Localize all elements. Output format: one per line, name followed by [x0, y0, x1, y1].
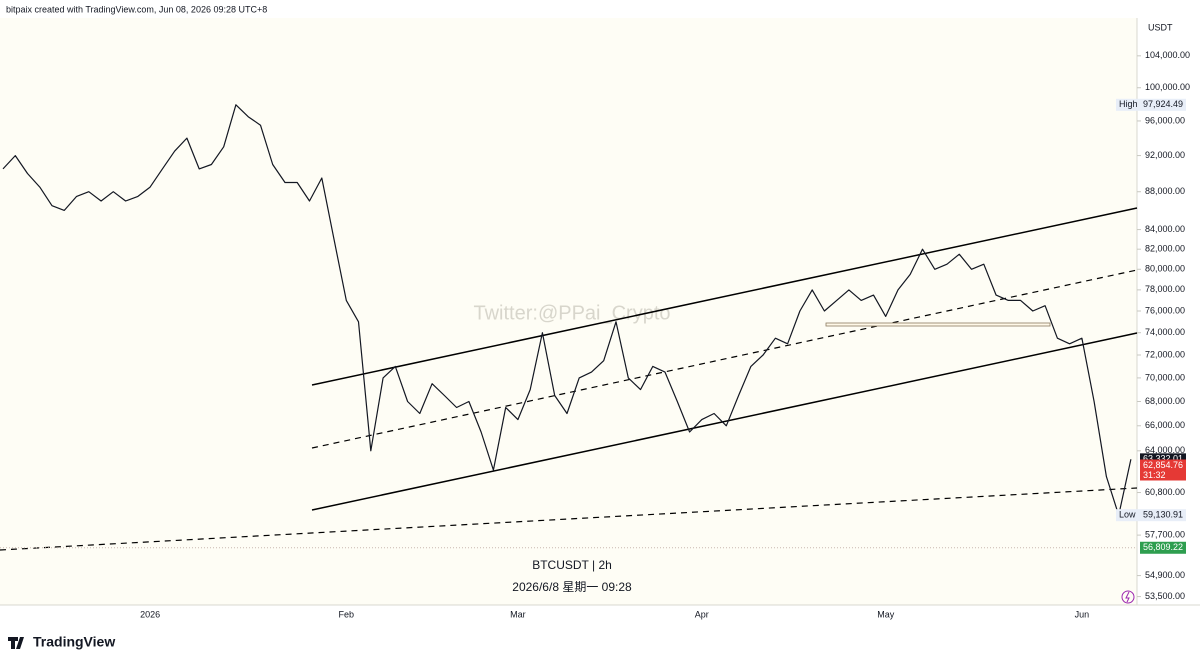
y-tick-label: 74,000.00 [1145, 327, 1185, 337]
header: bitpaix created with TradingView.com, Ju… [6, 4, 267, 14]
channel-mid [311, 269, 1138, 449]
countdown-badge [1140, 469, 1186, 481]
y-tick-label: 64,000.00 [1145, 445, 1185, 455]
marker-value: 59,130.91 [1143, 510, 1183, 520]
x-tick-label: Jun [1075, 609, 1090, 619]
currency: USDT [1148, 22, 1173, 32]
price-badge-label: 62,854.76 [1143, 460, 1183, 470]
brand-logo [8, 637, 24, 649]
channel-upper [311, 207, 1138, 386]
y-tick-label: 53,500.00 [1145, 591, 1185, 601]
marker-value: 97,924.49 [1143, 99, 1183, 109]
y-tick-label: 76,000.00 [1145, 305, 1185, 315]
x-tick-label: Mar [510, 609, 526, 619]
y-tick-label: 66,000.00 [1145, 420, 1185, 430]
y-tick-label: 68,000.00 [1145, 396, 1185, 406]
x-tick-label: Apr [695, 609, 709, 619]
price-badge-label: 56,809.22 [1143, 542, 1183, 552]
watermark: Twitter:@PPai_Crypto [473, 302, 670, 324]
legend-title: BTCUSDT | 2h [532, 558, 612, 572]
y-tick-label: 96,000.00 [1145, 115, 1185, 125]
y-tick-label: 82,000.00 [1145, 244, 1185, 254]
price-line [2, 104, 1132, 516]
plot-area [0, 18, 1137, 605]
zone [825, 322, 1051, 327]
alert-icon[interactable] [1121, 590, 1135, 604]
y-tick-label: 78,000.00 [1145, 284, 1185, 294]
x-tick-label: Feb [339, 609, 355, 619]
channel-lower [311, 332, 1138, 511]
support-line [0, 487, 1138, 551]
marker-name: Low [1119, 510, 1136, 520]
y-tick-label: 60,800.00 [1145, 487, 1185, 497]
marker-badge [1116, 98, 1186, 111]
y-tick-label: 80,000.00 [1145, 264, 1185, 274]
x-tick-label: 2026 [140, 609, 160, 619]
brand: TradingView [33, 634, 115, 650]
y-tick-label: 72,000.00 [1145, 349, 1185, 359]
price-badge-label: 63,332.01 [1143, 454, 1183, 464]
alert-icon-bolt [1125, 591, 1130, 603]
y-tick-label: 84,000.00 [1145, 224, 1185, 234]
x-tick-label: May [877, 609, 895, 619]
marker-name: High [1119, 99, 1138, 109]
y-tick-label: 54,900.00 [1145, 570, 1185, 580]
price-badge [1140, 541, 1186, 554]
price-badge [1140, 459, 1186, 472]
y-tick-label: 70,000.00 [1145, 372, 1185, 382]
legend-date: 2026/6/8 星期一 09:28 [512, 580, 632, 594]
countdown: 31:32 [1143, 470, 1166, 480]
y-tick-label: 92,000.00 [1145, 150, 1185, 160]
y-tick-label: 100,000.00 [1145, 82, 1190, 92]
marker-badge [1116, 509, 1186, 522]
y-tick-label: 104,000.00 [1145, 50, 1190, 60]
y-tick-label: 88,000.00 [1145, 186, 1185, 196]
y-tick-label: 57,700.00 [1145, 529, 1185, 539]
